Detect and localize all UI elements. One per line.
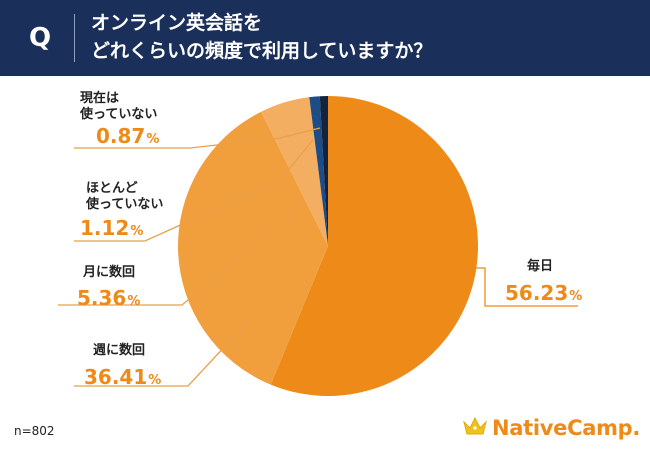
value-label-weekly: 36.41% — [84, 365, 161, 393]
logo-text: NativeCamp. — [492, 416, 641, 440]
label-not-now: 現在は 使っていない — [80, 91, 157, 123]
header-divider — [74, 14, 75, 62]
title-line-1: オンライン英会話を — [91, 12, 263, 34]
label-daily: 毎日 — [527, 259, 553, 275]
value-number-daily: 56.23 — [505, 281, 569, 305]
category-label-weekly: 週に数回 — [93, 343, 146, 358]
pie-slice-rarely — [309, 96, 328, 246]
header-bar: Q オンライン英会話を どれくらいの頻度で利用していますか？ — [0, 0, 650, 76]
value-label-monthly: 5.36% — [77, 286, 140, 314]
label-weekly: 週に数回 — [93, 343, 145, 359]
title-line-2: どれくらいの頻度で利用していますか？ — [91, 40, 433, 62]
category-label-rarely-2: 使っていない — [86, 197, 164, 212]
leader-line-rarely — [74, 139, 314, 242]
category-label-rarely-1: ほとんど — [86, 181, 138, 196]
crown-icon — [463, 416, 487, 435]
value-unit-daily: % — [569, 289, 583, 304]
value-label-rarely: 1.12% — [80, 216, 143, 244]
leader-line-weekly — [74, 313, 256, 387]
pie-slice-not-now — [319, 95, 328, 247]
value-unit-not-now: % — [146, 132, 160, 147]
question-marker: Q — [28, 23, 52, 53]
value-unit-monthly: % — [127, 294, 141, 309]
leader-line-daily — [472, 267, 578, 307]
pie-slice-daily — [270, 96, 479, 396]
value-number-rarely: 1.12 — [80, 216, 130, 240]
nativecamp-logo: NativeCamp. — [462, 414, 642, 442]
value-number-monthly: 5.36 — [77, 286, 127, 310]
value-label-not-now: 0.87% — [96, 124, 159, 152]
category-label-not-now-1: 現在は — [80, 91, 120, 106]
value-number-weekly: 36.41 — [84, 365, 148, 389]
category-label-monthly: 月に数回 — [83, 265, 136, 280]
value-label-daily: 56.23% — [505, 281, 582, 309]
pie-slice-monthly — [261, 97, 328, 246]
label-rarely: ほとんど 使っていない — [86, 181, 163, 213]
category-label-not-now-2: 使っていない — [80, 107, 158, 122]
pie-slice-weekly — [178, 111, 328, 385]
category-label-daily: 毎日 — [527, 259, 554, 274]
value-unit-rarely: % — [130, 224, 144, 239]
value-unit-weekly: % — [148, 373, 162, 388]
sample-size: n=802 — [14, 424, 55, 438]
leader-line-not-now — [74, 127, 321, 149]
leader-line-monthly — [58, 204, 301, 306]
label-monthly: 月に数回 — [83, 265, 135, 281]
value-number-not-now: 0.87 — [96, 124, 146, 148]
